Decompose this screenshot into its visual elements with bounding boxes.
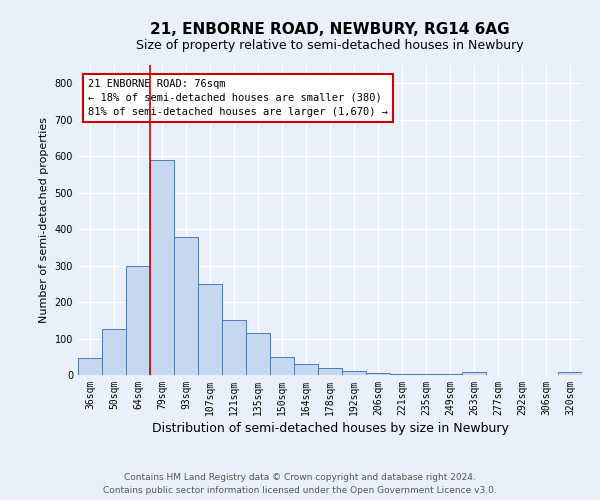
- Bar: [270, 357, 294, 375]
- Text: Contains HM Land Registry data © Crown copyright and database right 2024.
Contai: Contains HM Land Registry data © Crown c…: [103, 474, 497, 495]
- Bar: [390, 374, 414, 375]
- Bar: [318, 368, 342, 375]
- Bar: [414, 374, 438, 375]
- Bar: [222, 320, 246, 375]
- Bar: [246, 333, 270, 375]
- X-axis label: Distribution of semi-detached houses by size in Newbury: Distribution of semi-detached houses by …: [152, 422, 508, 435]
- Bar: [78, 358, 102, 375]
- Y-axis label: Number of semi-detached properties: Number of semi-detached properties: [39, 117, 49, 323]
- Bar: [174, 237, 198, 375]
- Bar: [294, 364, 318, 375]
- Bar: [342, 370, 366, 375]
- Bar: [366, 373, 390, 375]
- Bar: [102, 330, 126, 375]
- Bar: [462, 372, 486, 375]
- Bar: [150, 160, 174, 375]
- Text: Size of property relative to semi-detached houses in Newbury: Size of property relative to semi-detach…: [136, 39, 524, 52]
- Bar: [126, 266, 150, 375]
- Bar: [558, 372, 582, 375]
- Bar: [198, 284, 222, 375]
- Text: 21, ENBORNE ROAD, NEWBURY, RG14 6AG: 21, ENBORNE ROAD, NEWBURY, RG14 6AG: [150, 22, 510, 38]
- Bar: [438, 374, 462, 375]
- Text: 21 ENBORNE ROAD: 76sqm
← 18% of semi-detached houses are smaller (380)
81% of se: 21 ENBORNE ROAD: 76sqm ← 18% of semi-det…: [88, 79, 388, 117]
